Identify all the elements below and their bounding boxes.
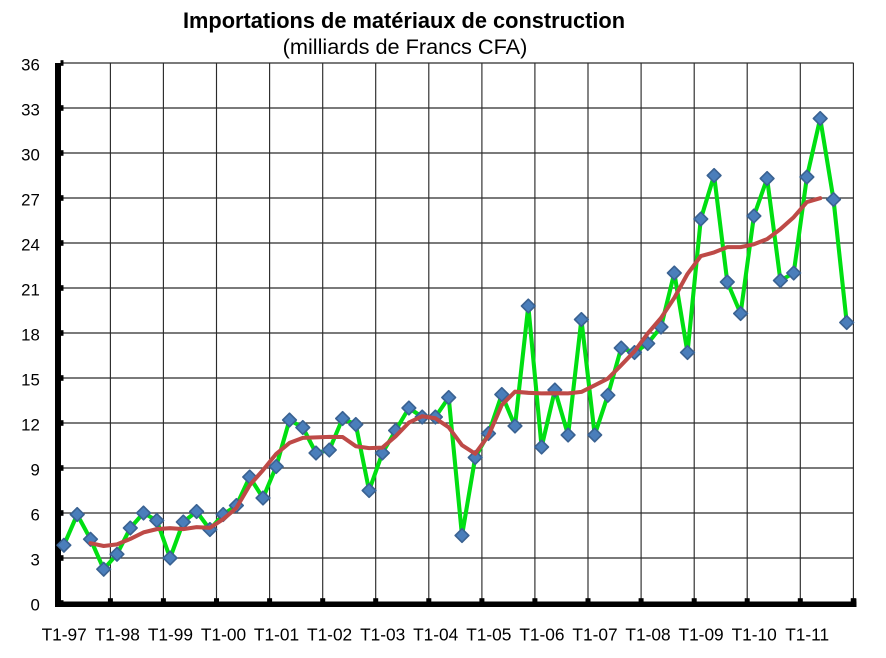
svg-text:T1-03: T1-03: [360, 625, 405, 645]
svg-text:T1-05: T1-05: [466, 625, 511, 645]
svg-text:0: 0: [30, 595, 39, 614]
svg-text:Importations de matériaux de c: Importations de matériaux de constructio…: [183, 8, 625, 33]
svg-text:T1-07: T1-07: [572, 625, 617, 645]
svg-text:30: 30: [21, 145, 40, 164]
svg-text:T1-02: T1-02: [307, 625, 352, 645]
svg-text:T1-11: T1-11: [785, 625, 829, 645]
svg-text:6: 6: [30, 505, 39, 524]
svg-text:T1-98: T1-98: [95, 625, 140, 645]
svg-text:T1-04: T1-04: [413, 625, 459, 645]
svg-text:18: 18: [21, 325, 40, 344]
svg-text:9: 9: [30, 460, 39, 479]
svg-text:33: 33: [21, 100, 40, 119]
svg-text:T1-09: T1-09: [679, 625, 724, 645]
svg-text:T1-01: T1-01: [254, 625, 299, 645]
svg-text:T1-00: T1-00: [201, 625, 246, 645]
svg-text:21: 21: [21, 280, 40, 299]
svg-text:12: 12: [21, 415, 40, 434]
svg-text:27: 27: [21, 190, 40, 209]
svg-text:24: 24: [21, 235, 40, 254]
svg-text:3: 3: [30, 550, 39, 569]
svg-text:T1-99: T1-99: [148, 625, 193, 645]
svg-text:T1-97: T1-97: [42, 625, 87, 645]
svg-text:T1-10: T1-10: [732, 625, 777, 645]
svg-text:15: 15: [21, 370, 40, 389]
svg-text:36: 36: [21, 55, 40, 74]
svg-text:T1-06: T1-06: [519, 625, 564, 645]
svg-text:T1-08: T1-08: [625, 625, 670, 645]
svg-text:(milliards de Francs CFA): (milliards de Francs CFA): [283, 34, 528, 59]
